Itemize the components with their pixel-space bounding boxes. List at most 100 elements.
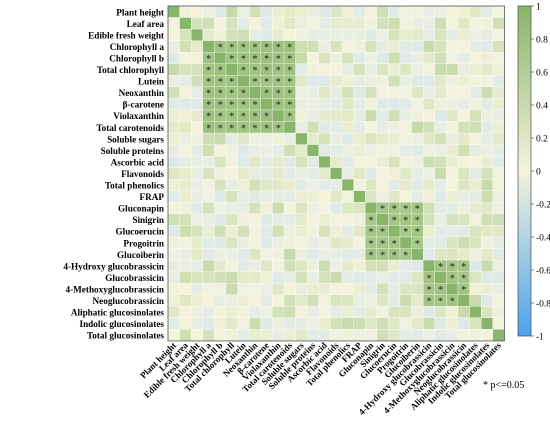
heatmap-cell [167,317,180,330]
heatmap-cell [423,213,435,226]
heatmap-cell [307,190,319,203]
heatmap-cell [469,190,482,203]
heatmap-cell [423,28,435,41]
heatmap-cell [388,179,401,191]
heatmap-cell [295,28,308,41]
significance-star: * [461,262,466,273]
significance-markers: * * * * * * ** * * * * * ** * * * * * ** * * * * * ** * * * * * ** * * * *… [206,42,466,307]
significance-star: * [241,54,246,65]
heatmap-cell [307,167,319,180]
heatmap-cell [411,179,424,191]
heatmap-cell [481,109,493,122]
significance-star: * [218,112,223,123]
heatmap-cell [295,98,308,111]
heatmap-cell [295,294,308,307]
heatmap-cell [353,225,366,238]
heatmap-cell [469,317,482,330]
heatmap-cell [481,63,493,76]
significance-star: * [369,227,374,238]
heatmap-cell [202,132,215,145]
heatmap-cell [167,132,180,145]
heatmap-cell [376,98,389,111]
heatmap-cell [481,179,493,191]
significance-star: * [253,54,258,65]
heatmap-cell [423,190,435,203]
heatmap-cell [191,329,203,342]
heatmap-cell [399,17,412,30]
heatmap-cell [307,259,319,272]
heatmap-cell [237,259,250,272]
heatmap-cell [376,121,389,134]
heatmap-cell [469,202,482,215]
heatmap-cell [249,132,261,145]
heatmap-cell [492,236,505,249]
heatmap-cell [376,294,389,307]
heatmap-cell [307,179,319,191]
heatmap-cell [214,259,227,272]
heatmap-cell [457,109,470,122]
heatmap-cell [365,155,377,168]
heatmap-cell [272,179,285,191]
heatmap-cell [318,283,331,295]
heatmap-cell [434,28,447,41]
heatmap-cell [446,132,459,145]
heatmap-cell [283,317,296,330]
heatmap-cell [214,283,227,295]
heatmap-cell [260,155,273,168]
heatmap-cell [341,179,354,191]
heatmap-cell [202,213,215,226]
heatmap-cell [179,144,192,157]
heatmap-cell [388,17,401,30]
heatmap-cell [376,28,389,41]
heatmap-cell [307,283,319,295]
heatmap-cell [399,28,412,41]
row-label: Sinigrin [132,215,164,225]
colorbar-tick-label: -0.2 [536,201,550,211]
heatmap-cell [399,294,412,307]
heatmap-cell [202,155,215,168]
significance-star: * [438,285,443,296]
heatmap-cell [411,283,424,295]
heatmap-cell [167,271,180,284]
heatmap-cell [434,75,447,88]
heatmap-cell [191,132,203,145]
heatmap-cell [399,132,412,145]
significance-star: * [276,100,281,111]
heatmap-cell [446,40,459,53]
heatmap-cell [492,52,505,64]
heatmap-cell [376,190,389,203]
heatmap-cell [179,75,192,88]
heatmap-cell [260,28,273,41]
significance-star: * [276,89,281,100]
heatmap-cell [191,28,203,41]
colorbar-tick-label: -1 [536,333,544,343]
heatmap-cell [283,283,296,295]
heatmap-cell [423,144,435,157]
heatmap-cell [469,132,482,145]
row-label: Total phenolics [105,181,165,191]
significance-star: * [206,100,211,111]
significance-star: * [276,77,281,88]
heatmap-cell [167,86,180,99]
heatmap-cell [214,236,227,249]
significance-star: * [218,66,223,77]
significance-star: * [206,54,211,65]
heatmap-cell [411,155,424,168]
colorbar-tick-label: 0.6 [536,69,548,79]
heatmap-cell [214,248,227,261]
heatmap-cell [295,17,308,30]
heatmap-cell [399,317,412,330]
significance-star: * [427,297,432,308]
heatmap-cell [388,317,401,330]
heatmap-cell [457,155,470,168]
heatmap-cell [341,17,354,30]
heatmap-cell [481,271,493,284]
heatmap-cell [469,28,482,41]
heatmap-cell [341,86,354,99]
heatmap-cell [307,213,319,226]
heatmap-cell [179,155,192,168]
heatmap-cell [225,5,238,18]
significance-star: * [427,273,432,284]
heatmap-cell [341,75,354,88]
heatmap-cell [353,190,366,203]
